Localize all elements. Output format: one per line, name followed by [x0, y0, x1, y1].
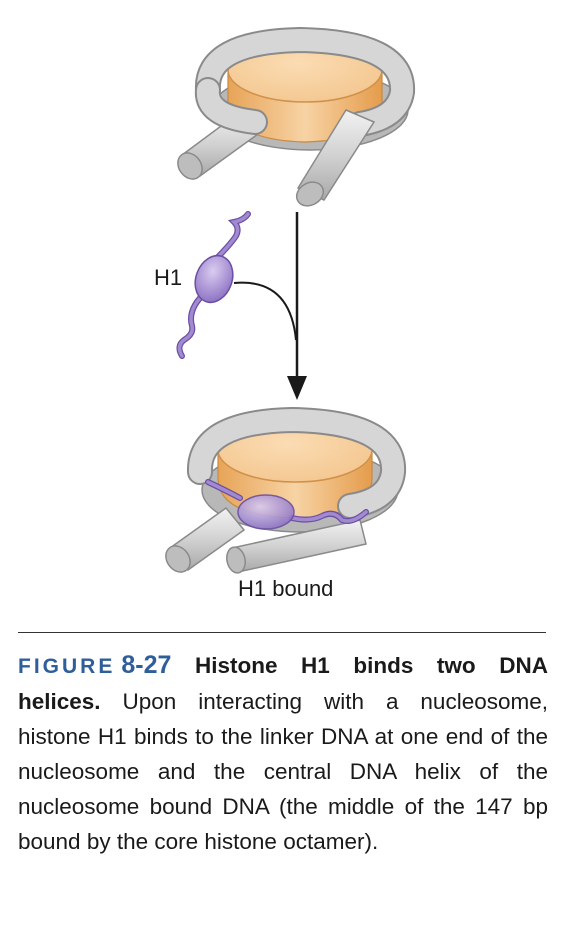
linker-dna-right [295, 109, 376, 207]
figure-number: 8-27 [121, 651, 172, 679]
label-h1-bound: H1 bound [238, 576, 333, 601]
histone-h1-bound [205, 479, 369, 530]
caption-body: Upon interacting with a nucle­osome, his… [18, 689, 548, 854]
figure-title: Histone H1 binds two DNA helices. [18, 653, 548, 714]
nucleosome-h1-bound [165, 406, 406, 574]
figure-label: FIGURE [18, 655, 116, 678]
binding-arrow [233, 212, 307, 400]
caption-divider [18, 632, 546, 633]
nucleosome-diagram: H1 H1 bound [154, 26, 415, 601]
label-h1: H1 [154, 265, 182, 290]
figure-caption: FIGURE 8-27 Histone H1 binds two DNA heli… [18, 648, 548, 859]
nucleosome-unbound [177, 26, 415, 207]
histone-h1-free [176, 211, 251, 359]
